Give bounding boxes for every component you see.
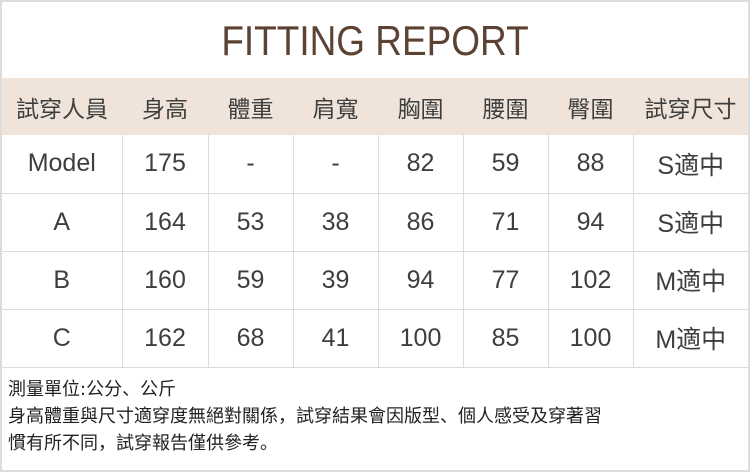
table-cell: S適中	[633, 135, 748, 194]
header-cell: 臀圍	[548, 78, 633, 135]
fitting-table: 試穿人員 身高 體重 肩寬 胸圍 腰圍 臀圍 試穿尺寸 Model 175- -82…	[2, 78, 748, 368]
header-cell: 肩寬	[293, 78, 378, 135]
table-row: Model 175- -82 59 88 S適中	[2, 135, 748, 194]
table-cell: M適中	[633, 251, 748, 310]
table-cell: 164	[122, 193, 209, 252]
table-cell: 59	[208, 251, 294, 310]
table-cell: A	[2, 193, 123, 252]
table-cell: M適中	[633, 309, 748, 368]
page-title: FITTING REPORT	[221, 17, 529, 64]
table-row: A 164 53 38 86 71 94 S適中	[2, 193, 748, 252]
header-cell: 胸圍	[378, 78, 463, 135]
header-row: 試穿人員 身高 體重 肩寬 胸圍 腰圍 臀圍 試穿尺寸	[2, 78, 748, 135]
table-cell: 162	[122, 309, 209, 368]
table-cell: 100	[548, 309, 634, 368]
notes: 測量單位:公分、公斤 身高體重與尺寸適穿度無絕對關係，試穿結果會因版型、個人感受…	[8, 376, 602, 457]
table-cell: 82	[378, 135, 464, 194]
note-line: 身高體重與尺寸適穿度無絕對關係，試穿結果會因版型、個人感受及穿著習	[8, 406, 602, 427]
header-cell: 試穿人員	[2, 78, 122, 135]
table-cell: 71	[463, 193, 549, 252]
header-cell: 試穿尺寸	[633, 78, 748, 135]
table-cell: 175	[122, 135, 209, 194]
table-cell: B	[2, 251, 123, 310]
table-cell: C	[2, 309, 123, 368]
table-cell: Model	[2, 135, 123, 194]
table-cell: 68	[208, 309, 294, 368]
header-cell: 體重	[208, 78, 293, 135]
table-cell: 85	[463, 309, 549, 368]
note-line: 測量單位:公分、公斤	[8, 379, 177, 400]
table-cell: 102	[548, 251, 634, 310]
table-cell: 160	[122, 251, 209, 310]
table-cell: 77	[463, 251, 549, 310]
table-row: B 160 59 39 94 77 102 M適中	[2, 251, 748, 310]
table-cell: 94	[548, 193, 634, 252]
table-row: C 162 68 41 100 85 100 M適中	[2, 309, 748, 368]
table-cell: 86	[378, 193, 464, 252]
table-cell: -	[208, 135, 294, 194]
table-cell: 38	[293, 193, 379, 252]
table-cell: 88	[548, 135, 634, 194]
table-cell: -	[293, 135, 379, 194]
table-cell: 59	[463, 135, 549, 194]
table-cell: S適中	[633, 193, 748, 252]
table-cell: 100	[378, 309, 464, 368]
table-cell: 39	[293, 251, 379, 310]
note-line: 慣有所不同，試穿報告僅供參考。	[8, 433, 278, 454]
table-cell: 41	[293, 309, 379, 368]
table-cell: 53	[208, 193, 294, 252]
header-cell: 腰圍	[463, 78, 548, 135]
header-cell: 身高	[122, 78, 208, 135]
table-cell: 94	[378, 251, 464, 310]
